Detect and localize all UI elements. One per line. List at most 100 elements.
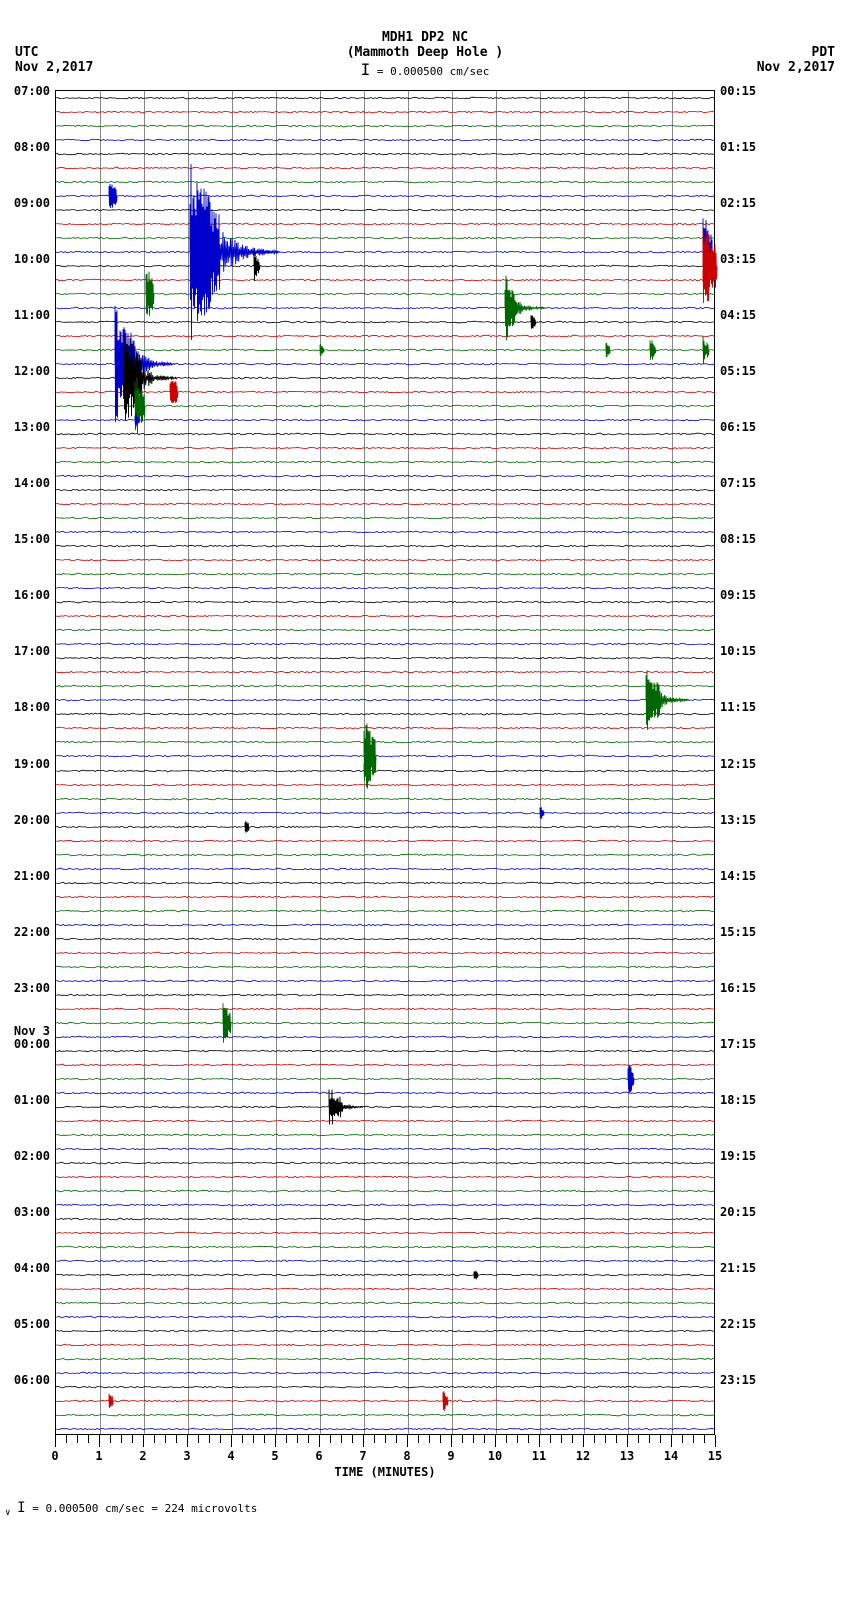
x-tick-label: 9 xyxy=(447,1449,454,1463)
x-tick xyxy=(385,1435,386,1443)
plot-area: 07:0008:0009:0010:0011:0012:0013:0014:00… xyxy=(55,90,715,1435)
x-tick xyxy=(352,1435,353,1443)
pdt-label: 05:15 xyxy=(720,364,756,378)
seismic-event xyxy=(603,340,613,360)
utc-label: 15:00 xyxy=(14,532,50,546)
seismic-event xyxy=(326,1087,366,1127)
trace-row xyxy=(56,834,716,848)
x-tick xyxy=(660,1435,661,1443)
date-left-label: Nov 2,2017 xyxy=(15,60,93,75)
trace-row xyxy=(56,245,716,259)
x-tick xyxy=(561,1435,562,1443)
x-tick xyxy=(682,1435,683,1443)
seismic-event xyxy=(106,176,120,216)
pdt-label: 17:15 xyxy=(720,1037,756,1051)
trace-row xyxy=(56,651,716,665)
trace-row xyxy=(56,735,716,749)
x-tick xyxy=(198,1435,199,1443)
x-tick xyxy=(473,1435,474,1443)
pdt-label: 14:15 xyxy=(720,869,756,883)
seismogram: MDH1 DP2 NC (Mammoth Deep Hole ) I = 0.0… xyxy=(0,0,850,1613)
seismic-event xyxy=(537,805,547,821)
utc-label: 19:00 xyxy=(14,757,50,771)
trace-row xyxy=(56,974,716,988)
tz-right-label: PDT xyxy=(812,45,835,60)
utc-label: 09:00 xyxy=(14,196,50,210)
x-tick xyxy=(363,1435,364,1447)
utc-label: 20:00 xyxy=(14,813,50,827)
x-tick-label: 15 xyxy=(708,1449,722,1463)
trace-row xyxy=(56,862,716,876)
trace-row xyxy=(56,1282,716,1296)
x-tick xyxy=(649,1435,650,1443)
trace-row xyxy=(56,1058,716,1072)
pdt-label: 11:15 xyxy=(720,700,756,714)
x-tick xyxy=(627,1435,628,1447)
x-tick xyxy=(396,1435,397,1443)
seismic-event xyxy=(625,1061,637,1097)
utc-label: 01:00 xyxy=(14,1093,50,1107)
x-tick xyxy=(242,1435,243,1443)
trace-row xyxy=(56,623,716,637)
trace-row xyxy=(56,1254,716,1268)
trace-row xyxy=(56,511,716,525)
seismic-event xyxy=(106,1391,116,1411)
x-tick xyxy=(528,1435,529,1443)
trace-row xyxy=(56,778,716,792)
x-tick xyxy=(231,1435,232,1447)
trace-row xyxy=(56,1296,716,1310)
utc-label: 17:00 xyxy=(14,644,50,658)
utc-label: 13:00 xyxy=(14,420,50,434)
x-tick-label: 7 xyxy=(359,1449,366,1463)
trace-row xyxy=(56,1394,716,1408)
trace-row xyxy=(56,1352,716,1366)
scale-text: I = 0.000500 cm/sec xyxy=(0,60,850,79)
x-tick xyxy=(539,1435,540,1447)
pdt-label: 12:15 xyxy=(720,757,756,771)
x-tick xyxy=(462,1435,463,1443)
utc-label: 21:00 xyxy=(14,869,50,883)
trace-row xyxy=(56,525,716,539)
trace-row xyxy=(56,1324,716,1338)
trace-row xyxy=(56,1170,716,1184)
trace-row xyxy=(56,595,716,609)
trace-row xyxy=(56,1100,716,1114)
x-tick-label: 3 xyxy=(183,1449,190,1463)
trace-row xyxy=(56,119,716,133)
seismic-event xyxy=(187,162,283,342)
x-tick xyxy=(55,1435,56,1447)
x-tick xyxy=(187,1435,188,1447)
trace-row xyxy=(56,665,716,679)
seismic-event xyxy=(132,371,148,441)
trace-row xyxy=(56,175,716,189)
trace-row xyxy=(56,217,716,231)
utc-label: 22:00 xyxy=(14,925,50,939)
x-tick xyxy=(253,1435,254,1443)
x-tick-label: 4 xyxy=(227,1449,234,1463)
pdt-label: 21:15 xyxy=(720,1261,756,1275)
utc-label: 10:00 xyxy=(14,252,50,266)
x-tick xyxy=(583,1435,584,1447)
trace-row xyxy=(56,1380,716,1394)
x-tick xyxy=(308,1435,309,1443)
station-name: (Mammoth Deep Hole ) xyxy=(0,45,850,60)
x-tick xyxy=(297,1435,298,1443)
trace-row xyxy=(56,1002,716,1016)
x-tick xyxy=(693,1435,694,1443)
seismic-event xyxy=(242,819,252,835)
pdt-label: 10:15 xyxy=(720,644,756,658)
trace-row xyxy=(56,483,716,497)
seismic-event xyxy=(502,273,550,343)
seismic-event xyxy=(471,1267,481,1283)
header: MDH1 DP2 NC (Mammoth Deep Hole ) I = 0.0… xyxy=(0,30,850,79)
utc-label: 16:00 xyxy=(14,588,50,602)
x-tick-label: 2 xyxy=(139,1449,146,1463)
x-tick xyxy=(319,1435,320,1447)
x-tick xyxy=(132,1435,133,1443)
trace-row xyxy=(56,1198,716,1212)
trace-row xyxy=(56,1016,716,1030)
trace-row xyxy=(56,427,716,441)
trace-row xyxy=(56,820,716,834)
utc-label: 14:00 xyxy=(14,476,50,490)
trace-row xyxy=(56,469,716,483)
